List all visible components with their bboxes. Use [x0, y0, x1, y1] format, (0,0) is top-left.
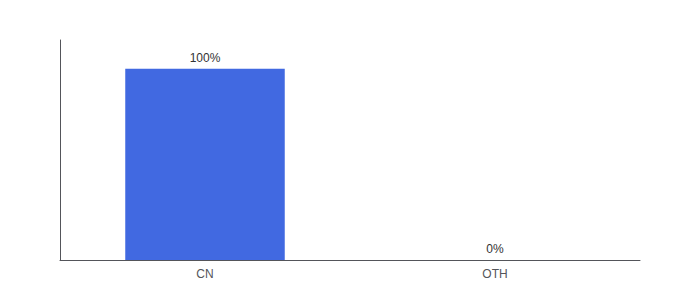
svg-text:0%: 0% [486, 242, 504, 256]
svg-text:CN: CN [196, 267, 213, 281]
svg-text:100%: 100% [190, 51, 221, 65]
svg-text:OTH: OTH [482, 267, 507, 281]
